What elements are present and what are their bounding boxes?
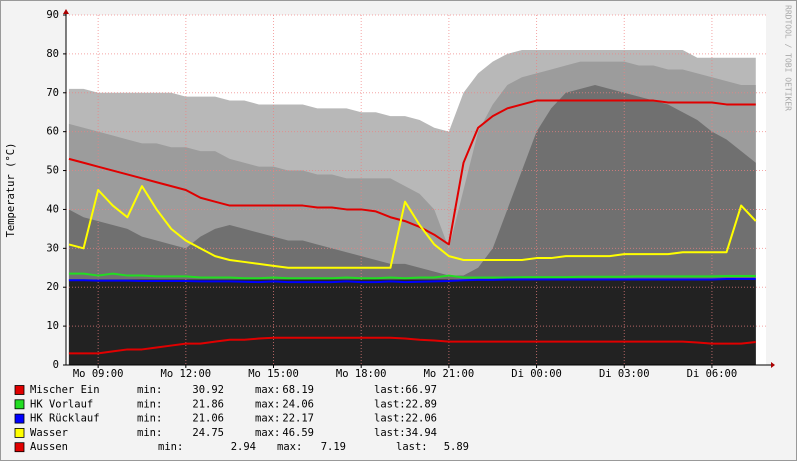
stat-value: 24.06 (282, 398, 314, 410)
series-line (68, 272, 756, 280)
stat-label: max: (255, 413, 280, 425)
series-line (68, 336, 756, 355)
stat-label: min: (137, 384, 162, 396)
lines (68, 99, 757, 355)
series-line (68, 185, 757, 269)
legend-swatch (14, 399, 25, 410)
stat-label: max: (255, 398, 280, 410)
stat-value: 21.86 (192, 398, 224, 410)
stat-value: 2.94 (231, 441, 256, 453)
series-line (68, 278, 756, 284)
stat-value: 22.17 (282, 413, 314, 425)
y-tick-label: 80 (46, 48, 59, 60)
x-tick-label: Di 03:00 (599, 368, 650, 380)
stat-value: 24.75 (192, 427, 224, 439)
legend-label: Mischer Ein (30, 384, 100, 396)
stat-value: 7.19 (321, 441, 346, 453)
legend-label: Aussen (30, 441, 68, 453)
stat-label: min: (158, 441, 183, 453)
x-tick-label: Di 06:00 (687, 368, 738, 380)
stat-label: last: (396, 441, 428, 453)
y-axis-label: Temperatur (°C) (5, 143, 17, 238)
y-tick-label: 60 (46, 126, 59, 138)
y-tick-label: 30 (46, 242, 59, 254)
x-tick-label: Mo 15:00 (248, 368, 299, 380)
stat-value: 5.89 (444, 441, 469, 453)
watermark: RRDTOOL / TOBI OETIKER (784, 5, 793, 111)
y-tick-label: 0 (53, 359, 59, 371)
y-tick-label: 40 (46, 203, 59, 215)
legend-label: HK Rücklauf (30, 413, 100, 425)
series-line (68, 99, 756, 246)
stat-label: last: (374, 427, 406, 439)
legend: Mischer Ein min: 30.92 max: 68.19 last: 66.97H… (14, 384, 469, 453)
x-tick-label: Mo 12:00 (161, 368, 212, 380)
stat-label: max: (255, 427, 280, 439)
x-tick-label: Mo 18:00 (336, 368, 387, 380)
stat-value: 34.94 (405, 427, 437, 439)
y-tick-label: 90 (46, 9, 59, 21)
stat-value: 22.89 (405, 398, 437, 410)
x-tick-label: Mo 21:00 (424, 368, 475, 380)
stat-label: last: (374, 384, 406, 396)
y-arrow (63, 9, 69, 14)
y-tick-label: 10 (46, 320, 59, 332)
stat-value: 68.19 (282, 384, 314, 396)
stat-label: min: (137, 427, 162, 439)
stat-label: last: (374, 413, 406, 425)
stat-value: 46.59 (282, 427, 314, 439)
stat-value: 21.06 (192, 413, 224, 425)
stat-label: min: (137, 413, 162, 425)
y-tick-label: 20 (46, 281, 59, 293)
x-tick-label: Di 00:00 (511, 368, 562, 380)
legend-swatch (14, 385, 25, 395)
stat-value: 30.92 (192, 384, 224, 396)
stat-value: 22.06 (405, 413, 437, 425)
y-tick-label: 70 (46, 87, 59, 99)
x-arrow (771, 362, 775, 368)
stat-label: last: (374, 398, 406, 410)
stat-label: min: (137, 398, 162, 410)
legend-label: Wasser (30, 427, 68, 439)
legend-swatch (14, 427, 25, 438)
legend-swatch (14, 413, 25, 424)
stat-label: max: (277, 441, 302, 453)
axes: 0 10 20 30 40 50 60 70 80 90 Mo 09:00 Mo 12:00 Mo 15… (46, 9, 775, 380)
legend-swatch (14, 442, 25, 453)
legend-label: HK Vorlauf (30, 398, 93, 410)
stat-label: max: (255, 384, 280, 396)
stat-value: 66.97 (405, 384, 437, 396)
y-tick-label: 50 (46, 165, 59, 177)
band-area (68, 279, 756, 365)
x-tick-label: Mo 09:00 (73, 368, 124, 380)
